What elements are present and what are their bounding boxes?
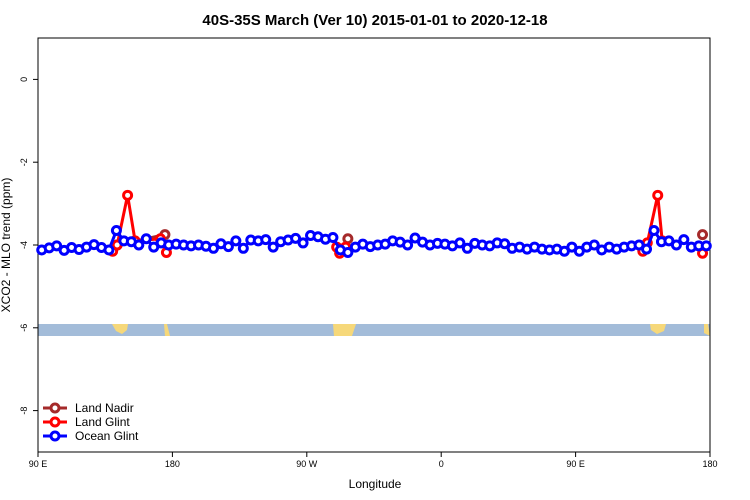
data-point <box>461 242 473 254</box>
land-blob <box>333 324 356 336</box>
x-tick-label: 90 W <box>296 459 318 469</box>
data-point <box>103 244 115 256</box>
x-tick-label: 90 E <box>29 459 48 469</box>
data-point <box>697 229 709 241</box>
data-point <box>641 243 653 255</box>
data-point <box>140 233 152 245</box>
data-point <box>237 242 249 254</box>
land-blob <box>704 324 710 336</box>
y-tick-label: -2 <box>19 158 29 166</box>
data-point <box>267 241 279 253</box>
data-point <box>297 237 309 249</box>
data-point <box>670 239 682 251</box>
land-blob <box>650 324 666 334</box>
y-tick-label: 0 <box>19 77 29 82</box>
chart-title: 40S-35S March (Ver 10) 2015-01-01 to 202… <box>202 12 547 29</box>
data-point <box>222 241 234 253</box>
y-tick-label: -4 <box>19 241 29 249</box>
data-point <box>230 235 242 247</box>
data-point <box>499 238 511 250</box>
data-point <box>402 239 414 251</box>
data-point <box>700 240 712 252</box>
x-tick-label: 90 E <box>566 459 585 469</box>
x-axis-label: Longitude <box>349 477 402 491</box>
data-point <box>652 189 664 201</box>
data-point <box>51 240 63 252</box>
data-point <box>454 237 466 249</box>
data-point <box>133 239 145 251</box>
x-tick-label: 180 <box>702 459 717 469</box>
data-point <box>588 239 600 251</box>
legend-label: Land Glint <box>75 415 130 429</box>
legend-label: Ocean Glint <box>75 429 139 443</box>
data-point <box>122 189 134 201</box>
data-point <box>327 232 339 244</box>
legend-marker <box>49 416 61 428</box>
x-tick-label: 0 <box>439 459 444 469</box>
y-tick-label: -6 <box>19 324 29 332</box>
legend-marker <box>49 430 61 442</box>
map-strip <box>38 324 710 336</box>
land-blob <box>112 324 128 334</box>
y-axis-label: XCO2 - MLO trend (ppm) <box>0 178 13 313</box>
legend-marker <box>49 402 61 414</box>
x-tick-label: 180 <box>165 459 180 469</box>
data-point <box>110 225 122 237</box>
series <box>36 225 712 258</box>
y-tick-label: -8 <box>19 407 29 415</box>
ocean-strip <box>38 324 710 336</box>
land-blob <box>164 324 170 336</box>
data-point <box>207 242 219 254</box>
data-point <box>260 234 272 246</box>
data-point <box>342 246 354 258</box>
data-point <box>678 234 690 246</box>
legend-label: Land Nadir <box>75 401 134 415</box>
data-point <box>648 225 660 237</box>
data-point <box>342 233 354 245</box>
data-point <box>290 232 302 244</box>
